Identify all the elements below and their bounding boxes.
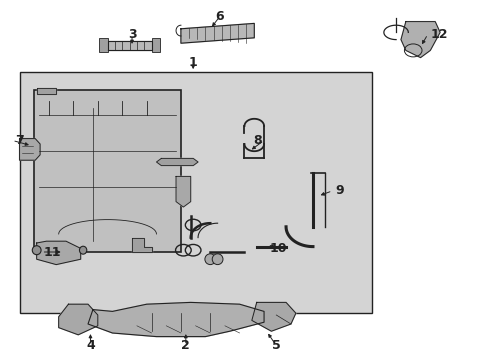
Polygon shape: [37, 88, 56, 94]
Polygon shape: [181, 23, 254, 43]
Ellipse shape: [32, 246, 41, 255]
Polygon shape: [107, 40, 151, 49]
Text: 7: 7: [15, 134, 23, 147]
Text: 12: 12: [429, 28, 447, 41]
Bar: [20, 72, 371, 313]
Polygon shape: [59, 304, 98, 335]
Text: 6: 6: [215, 10, 224, 23]
Ellipse shape: [79, 246, 87, 254]
Bar: [34, 90, 181, 252]
Polygon shape: [20, 139, 40, 160]
Text: 4: 4: [86, 339, 95, 352]
Ellipse shape: [204, 254, 215, 265]
Text: 3: 3: [127, 28, 136, 41]
Polygon shape: [132, 238, 151, 252]
Text: 10: 10: [269, 242, 287, 255]
Text: 2: 2: [181, 339, 190, 352]
Polygon shape: [176, 176, 190, 207]
Polygon shape: [251, 302, 295, 331]
Text: 5: 5: [271, 339, 280, 352]
Polygon shape: [156, 158, 198, 166]
Ellipse shape: [212, 254, 223, 265]
Text: 9: 9: [334, 184, 343, 197]
Text: 1: 1: [188, 57, 197, 69]
Polygon shape: [37, 241, 81, 265]
FancyBboxPatch shape: [151, 37, 160, 52]
Polygon shape: [88, 302, 264, 337]
FancyBboxPatch shape: [99, 37, 107, 52]
Polygon shape: [400, 22, 439, 58]
Text: 8: 8: [252, 134, 261, 147]
Text: 11: 11: [44, 246, 61, 258]
